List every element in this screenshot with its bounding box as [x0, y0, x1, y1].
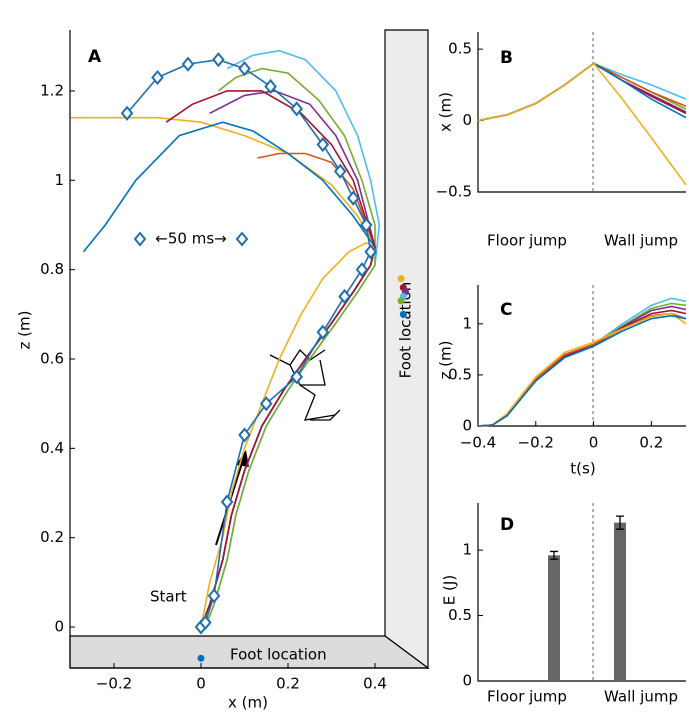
- trajectory-line: [477, 312, 687, 427]
- diamond-marker: [338, 288, 351, 305]
- y-tick-label: 0: [462, 672, 472, 690]
- x-axis-title: t(s): [570, 460, 595, 478]
- diamond-legend: [235, 231, 249, 247]
- y-tick-label: 0.8: [40, 260, 64, 278]
- diamond-marker: [333, 163, 347, 179]
- y-tick-label: 0: [462, 417, 472, 435]
- diamond-marker: [220, 494, 234, 510]
- foot-location-point: [397, 297, 405, 305]
- diamond-marker: [259, 396, 273, 412]
- x-tick-label: 0.4: [363, 675, 387, 693]
- y-tick-label: 0.6: [40, 349, 64, 367]
- diamond-marker: [199, 614, 212, 631]
- diamond-marker: [238, 427, 251, 443]
- trajectory-line: [477, 309, 687, 427]
- panel-label: D: [500, 515, 514, 535]
- y-tick-label: −0.5: [436, 183, 472, 201]
- diamond-marker: [264, 78, 277, 95]
- x-tick-label: −0.2: [96, 675, 132, 693]
- diamond-marker: [290, 101, 304, 117]
- y-axis-title: z (m): [437, 341, 455, 380]
- diamond-marker: [290, 369, 304, 385]
- trajectory-line: [477, 314, 687, 427]
- arrow-head: [236, 450, 249, 467]
- bar: [548, 555, 560, 681]
- trajectory-line: [165, 90, 376, 628]
- y-tick-label: 0.5: [448, 365, 472, 383]
- trajectory-line: [477, 312, 687, 427]
- x-tick-label: Floor jump: [487, 688, 567, 706]
- diamond-marker: [212, 52, 225, 68]
- diamond-marker: [355, 262, 369, 278]
- y-axis-title: E (J): [441, 575, 459, 605]
- y-tick-label: 0: [54, 618, 64, 636]
- x-tick-label: −0.2: [518, 434, 554, 452]
- y-axis-title: x (m): [437, 92, 455, 132]
- diamond-marker: [359, 217, 373, 233]
- foot-location-point: [197, 654, 205, 662]
- trajectory-line: [126, 58, 372, 628]
- trajectory-line: [204, 67, 376, 628]
- diamond-marker: [181, 56, 195, 72]
- foot-location-point: [397, 275, 405, 283]
- annotation: ←50 ms→: [155, 230, 226, 248]
- annotation: Start: [150, 588, 187, 606]
- y-tick-label: 1: [462, 541, 472, 559]
- trajectory-line: [477, 302, 687, 427]
- y-tick-label: 1: [462, 314, 472, 332]
- x-tick-label: Wall jump: [604, 688, 678, 706]
- diamond-marker: [364, 244, 377, 260]
- annotation: Foot location: [397, 282, 415, 379]
- annotation: Wall jump: [604, 232, 678, 250]
- diamond-marker: [316, 136, 330, 153]
- trajectory-line: [477, 305, 687, 427]
- panel-label: C: [500, 300, 512, 320]
- x-axis-title: x (m): [228, 694, 268, 712]
- diamond-marker: [316, 324, 330, 340]
- y-tick-label: 0.4: [40, 439, 64, 457]
- trajectory-line: [70, 116, 377, 628]
- trajectory-line: [477, 62, 687, 186]
- annotation: Floor jump: [487, 232, 567, 250]
- diamond-marker: [346, 190, 360, 206]
- bar: [614, 522, 626, 681]
- x-tick-label: 0: [589, 434, 599, 452]
- y-tick-label: 0.2: [40, 528, 64, 546]
- error-bar: [616, 515, 624, 530]
- y-tick-label: 1: [54, 171, 64, 189]
- diamond-marker: [120, 105, 134, 121]
- y-tick-label: 0: [462, 111, 472, 129]
- x-tick-label: 0: [196, 675, 206, 693]
- diamond-marker: [207, 588, 221, 604]
- diamond-marker: [151, 69, 164, 86]
- y-tick-label: 0.5: [448, 606, 472, 624]
- error-bar: [550, 550, 558, 560]
- foot-location-point: [399, 310, 407, 318]
- y-axis-title: z (m): [16, 311, 34, 350]
- panel-label: B: [500, 48, 513, 68]
- panel-label: A: [88, 47, 102, 67]
- trajectory-line: [200, 90, 376, 628]
- x-tick-label: −0.4: [460, 434, 496, 452]
- y-tick-label: 1.2: [40, 81, 64, 99]
- annotation: Foot location: [230, 646, 327, 664]
- diamond-marker: [238, 61, 251, 77]
- y-tick-label: 0.5: [448, 40, 472, 58]
- x-tick-label: 0.2: [639, 434, 663, 452]
- diamond-legend: [133, 231, 147, 247]
- x-tick-label: 0.2: [276, 675, 300, 693]
